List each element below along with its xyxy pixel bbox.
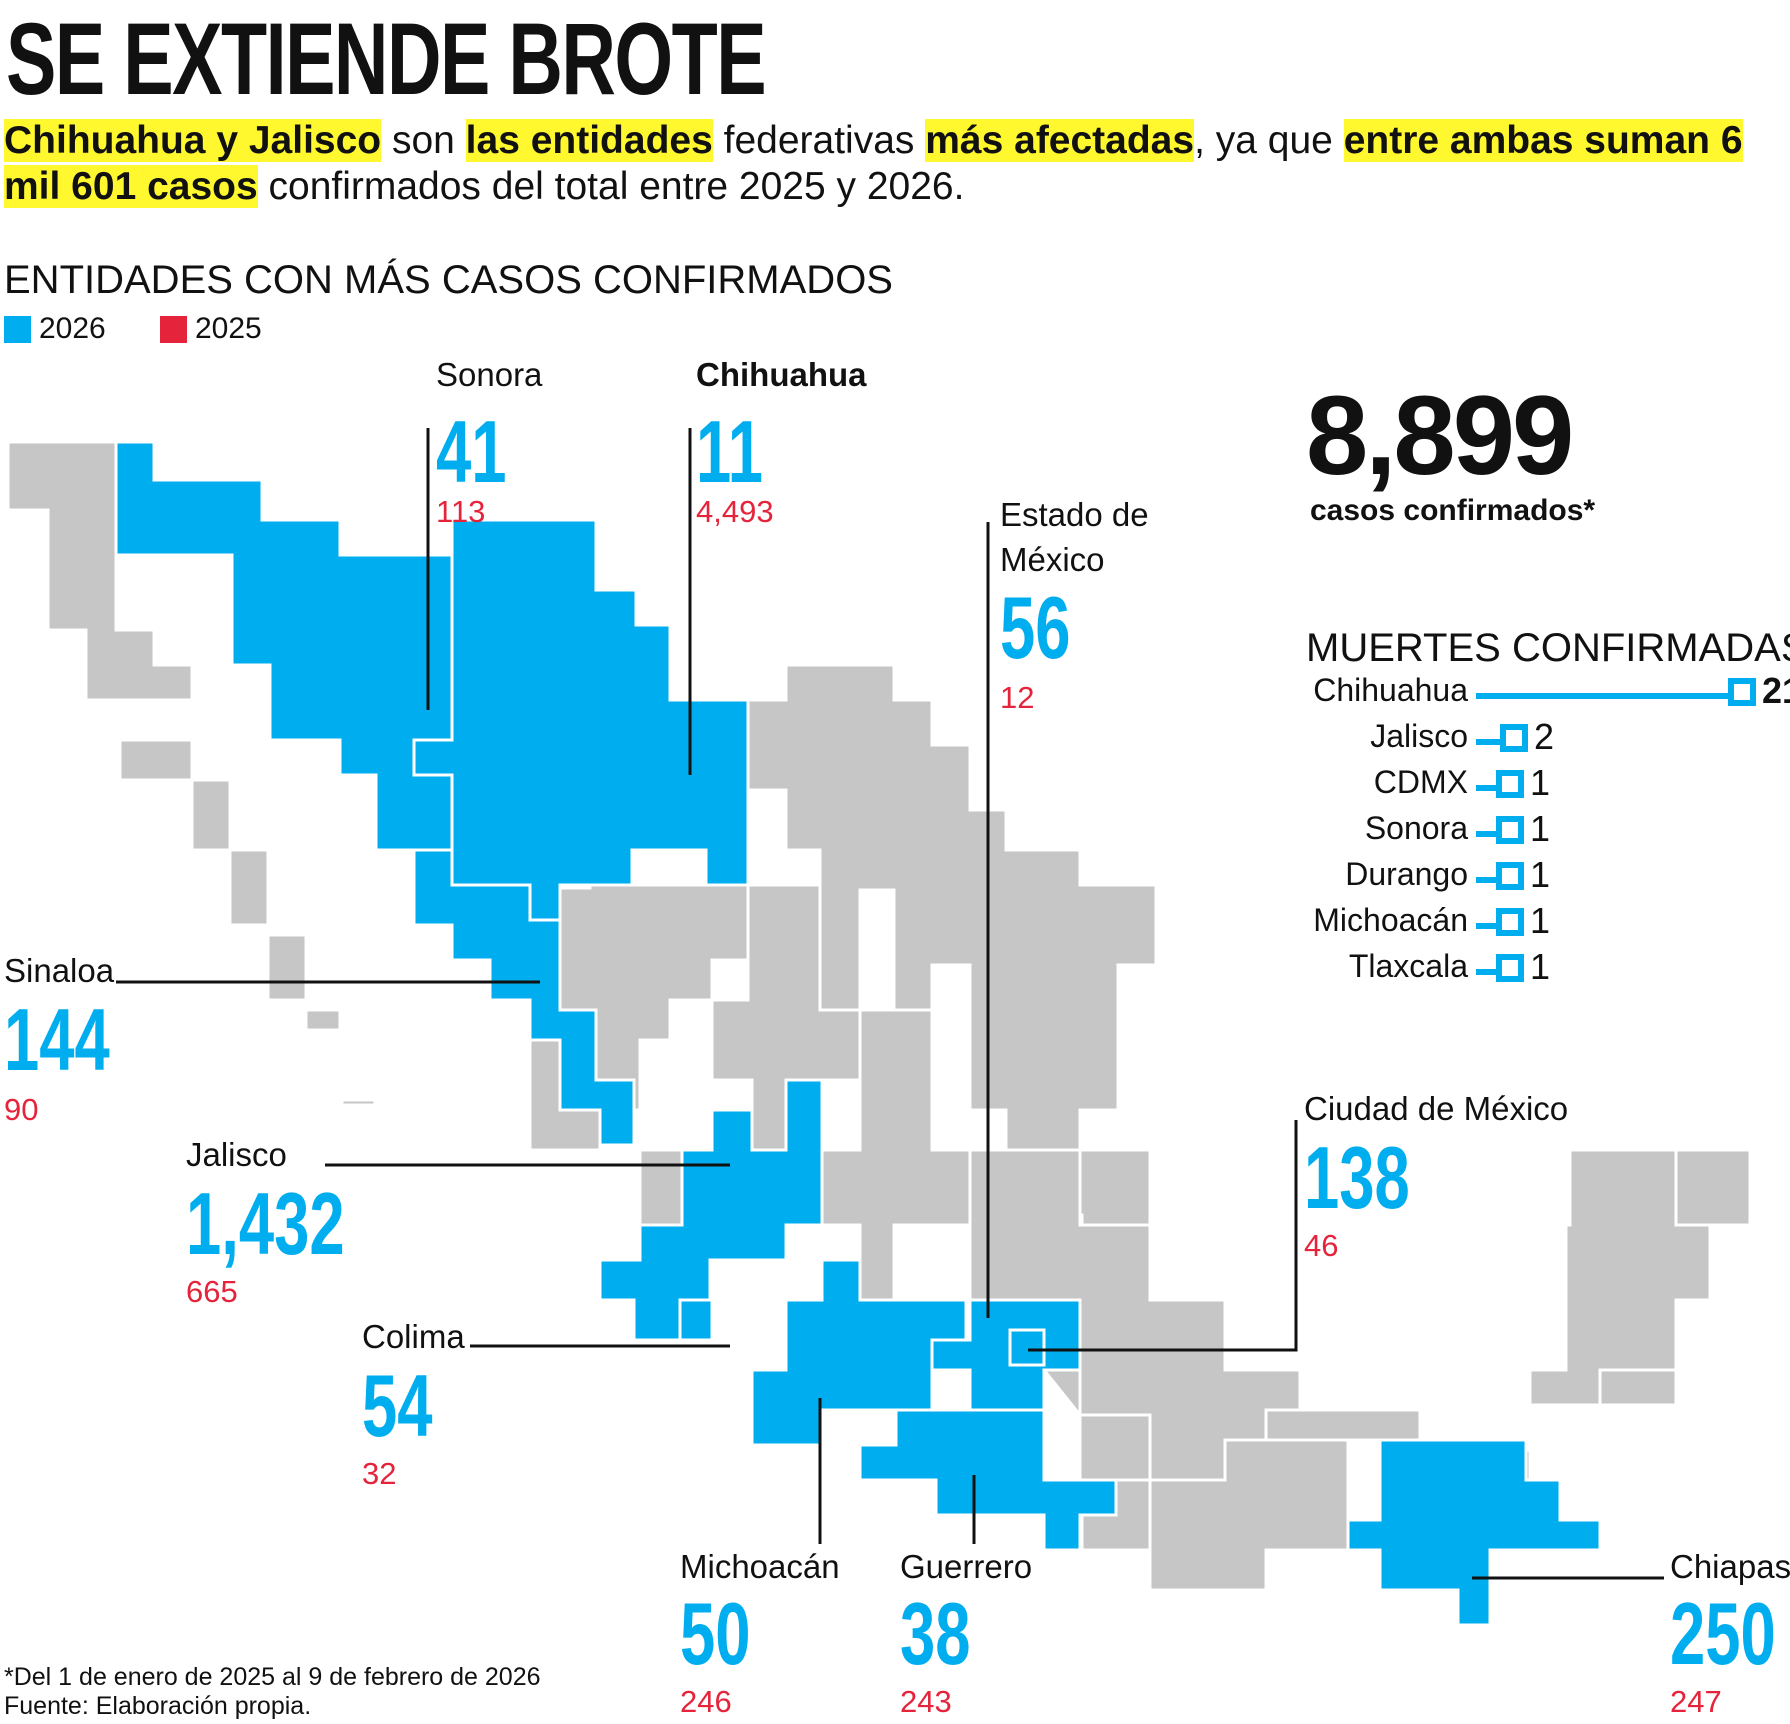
value-2025-ciudad-de-mexico: 46: [1304, 1228, 1339, 1263]
subtitle-text: son: [381, 119, 466, 162]
value-2025-colima: 32: [362, 1456, 397, 1491]
value-2025-jalisco: 665: [186, 1274, 238, 1309]
value-2026-chiapas: 250: [1670, 1584, 1776, 1683]
state-label-ciudad-de-mexico: Ciudad de México: [1304, 1090, 1569, 1127]
footnote-date-range: *Del 1 de enero de 2025 al 9 de febrero …: [4, 1663, 541, 1691]
death-bar-marker: [1496, 816, 1524, 844]
death-bar: [1476, 693, 1728, 699]
death-bar: [1476, 969, 1496, 975]
subtitle-highlight: Chihuahua y Jalisco: [4, 119, 382, 162]
subtitle-text: federativas: [712, 119, 926, 162]
death-category-label: Michoacán: [1313, 902, 1468, 938]
death-category-label: Chihuahua: [1313, 672, 1468, 708]
death-category-label: Jalisco: [1370, 718, 1468, 754]
legend-label: 2026: [39, 312, 106, 345]
deaths-chart-title: MUERTES CONFIRMADAS: [1306, 626, 1790, 670]
subtitle-text: , ya que: [1194, 119, 1344, 162]
map-affected-states: [114, 440, 1602, 1627]
value-2026-ciudad-de-mexico: 138: [1304, 1128, 1410, 1227]
state-label-michoacan: Michoacán: [680, 1548, 840, 1585]
state-label-chiapas: Chiapas: [1670, 1548, 1790, 1585]
subtitle: Chihuahua y Jalisco son las entidades fe…: [4, 118, 1764, 210]
death-value-label: 1: [1530, 808, 1551, 849]
state-label-estado-de-mexico: Estado de México: [1000, 496, 1149, 578]
section-title: ENTIDADES CON MÁS CASOS CONFIRMADOS: [4, 258, 893, 302]
value-2025-estado-de-mexico: 12: [1000, 680, 1035, 715]
state-label-guerrero: Guerrero: [900, 1548, 1033, 1585]
state-label-sonora: Sonora: [436, 356, 543, 393]
footnote: *Del 1 de enero de 2025 al 9 de febrero …: [4, 1663, 541, 1721]
legend-swatch-2026: [4, 315, 31, 343]
state-label-chihuahua: Chihuahua: [696, 356, 867, 393]
death-value-label: 2: [1534, 716, 1555, 757]
death-value-label: 1: [1530, 762, 1551, 803]
death-bar: [1476, 739, 1500, 745]
state-label-sinaloa: Sinaloa: [4, 952, 115, 989]
total-cases-value: 8,899: [1306, 373, 1574, 498]
death-bar-marker: [1728, 678, 1756, 706]
footnote-source: Fuente: Elaboración propia.: [4, 1692, 312, 1720]
death-bar: [1476, 877, 1496, 883]
value-2026-chihuahua: 11: [696, 402, 763, 501]
value-2025-sonora: 113: [436, 494, 486, 529]
death-category-label: CDMX: [1373, 764, 1468, 800]
death-bar-marker: [1496, 954, 1524, 982]
death-bar-marker: [1500, 724, 1528, 752]
death-category-label: Durango: [1345, 856, 1468, 892]
value-2025-chihuahua: 4,493: [696, 494, 774, 529]
value-2026-sinaloa: 144: [4, 990, 110, 1089]
legend-item-2026: 2026: [4, 312, 106, 346]
subtitle-highlight: las entidades: [465, 119, 713, 162]
map-unaffected-states: [6, 440, 1752, 1592]
value-2026-jalisco: 1,432: [186, 1174, 345, 1273]
death-bar: [1476, 923, 1496, 929]
state-label-colima: Colima: [362, 1318, 465, 1355]
death-category-label: Tlaxcala: [1348, 948, 1468, 984]
value-2026-sonora: 41: [436, 402, 507, 501]
death-bar: [1476, 785, 1496, 791]
value-2026-estado-de-mexico: 56: [1000, 578, 1071, 677]
death-value-label: 1: [1530, 854, 1551, 895]
death-bar: [1476, 831, 1496, 837]
state-label-jalisco: Jalisco: [186, 1136, 287, 1173]
leader-lines: [116, 428, 1664, 1580]
death-bar-marker: [1496, 908, 1524, 936]
subtitle-highlight: más afectadas: [925, 119, 1195, 162]
legend-label: 2025: [195, 312, 262, 345]
subtitle-text: confirmados del total entre 2025 y 2026.: [257, 165, 965, 208]
value-2025-michoacan: 246: [680, 1684, 732, 1719]
value-2026-colima: 54: [362, 1356, 433, 1455]
death-value-label: 1: [1530, 900, 1551, 941]
page-title: SE EXTIENDE BROTE: [6, 2, 767, 116]
value-2025-chiapas: 247: [1670, 1684, 1722, 1719]
legend-item-2025: 2025: [160, 312, 262, 346]
value-2025-guerrero: 243: [900, 1684, 952, 1719]
total-cases-label: casos confirmados*: [1310, 494, 1596, 527]
death-value-label: 21: [1762, 670, 1790, 711]
value-2026-michoacan: 50: [680, 1584, 751, 1683]
death-value-label: 1: [1530, 946, 1551, 987]
death-bar-marker: [1496, 862, 1524, 890]
death-bar-marker: [1496, 770, 1524, 798]
legend-swatch-2025: [160, 315, 187, 343]
value-2026-guerrero: 38: [900, 1584, 971, 1683]
death-category-label: Sonora: [1364, 810, 1468, 846]
value-2025-sinaloa: 90: [4, 1092, 39, 1127]
